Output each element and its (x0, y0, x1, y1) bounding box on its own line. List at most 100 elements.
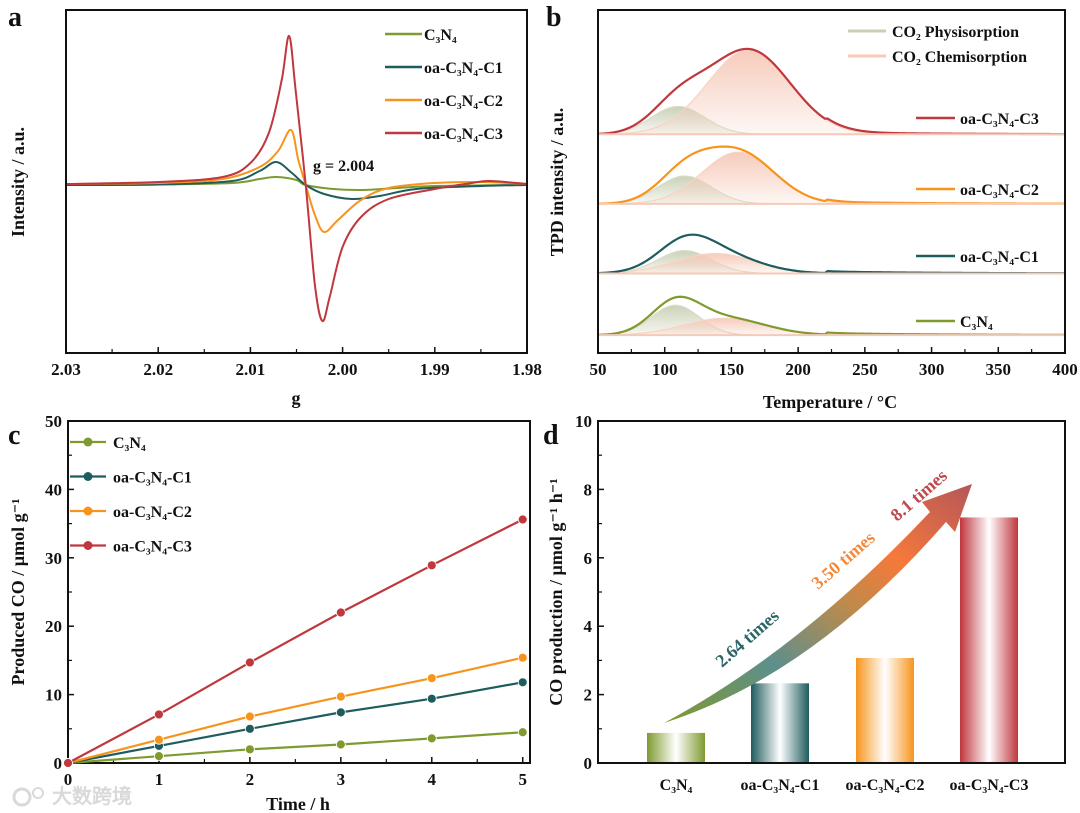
legend-item: oa-C₃N₄-C3 (385, 126, 503, 143)
data-point (335, 707, 346, 718)
legend-marker (83, 472, 93, 481)
x-tick-label: 2.00 (328, 360, 358, 379)
x-axis-title: Temperature / °C (763, 392, 897, 412)
bar-C3N4 (647, 732, 705, 763)
legend-label: oa-C₃N₄-C2 (424, 93, 503, 110)
data-point (517, 652, 528, 663)
panel-label: d (543, 420, 559, 451)
x-axis-title: Time / h (266, 794, 330, 813)
watermark-logo-icon (12, 787, 32, 807)
data-point (335, 691, 346, 702)
data-point (154, 751, 164, 762)
legend-label: C₃N₄ (113, 435, 146, 452)
legend-label: C₃N₄ (424, 27, 457, 44)
data-point (426, 733, 437, 744)
legend-label: oa-C₃N₄-C1 (960, 249, 1039, 266)
x-tick-label: 4 (428, 770, 437, 789)
series-label: oa-C₃N₄-C1 (916, 249, 1039, 266)
legend-label: oa-C₃N₄-C1 (424, 60, 503, 77)
y-tick-label: 0 (584, 754, 593, 773)
y-axis-title: Produced CO / µmol g⁻¹ (8, 499, 28, 686)
series-label: oa-C₃N₄-C2 (916, 182, 1039, 199)
x-tick-label: 1.99 (420, 360, 450, 379)
epr-series-line-C3 (65, 34, 528, 323)
epr-series-line-C2 (65, 129, 528, 234)
y-tick-label: 40 (45, 480, 62, 499)
y-tick-label: 10 (45, 686, 62, 705)
bar-C2 (856, 658, 914, 763)
x-tick-label: 2 (246, 770, 255, 789)
data-point (335, 739, 346, 750)
x-category-label: C₃N₄ (660, 777, 693, 794)
x-tick-label: 2.03 (51, 360, 81, 379)
series-line-C3N4 (67, 731, 523, 765)
series-line-C1 (67, 681, 523, 765)
epr-series-line-C3N4 (65, 175, 528, 192)
x-tick-label: 1.98 (512, 360, 542, 379)
data-point (244, 657, 255, 668)
x-tick-label: 50 (590, 360, 607, 379)
data-point (154, 709, 164, 720)
data-point (244, 711, 255, 722)
legend-item: oa-C₃N₄-C1 (385, 60, 503, 77)
legend-label: oa-C₃N₄-C2 (960, 182, 1039, 199)
legend-item: oa-C₃N₄-C2 (70, 504, 192, 521)
legend-item: oa-C₃N₄-C2 (385, 93, 503, 110)
legend-item: C₃N₄ (70, 435, 146, 452)
data-point (517, 677, 528, 688)
panel-label: c (8, 420, 20, 451)
watermark: 大数跨境 (12, 784, 132, 808)
series-line-C2 (67, 656, 523, 765)
data-point (426, 560, 437, 571)
legend-marker (83, 541, 93, 550)
data-point (63, 758, 73, 768)
x-axis-title: g (292, 388, 301, 408)
legend-marker (83, 506, 93, 516)
legend-item: oa-C₃N₄-C3 (70, 539, 192, 556)
y-tick-label: 4 (584, 617, 593, 636)
x-tick-label: 100 (652, 360, 678, 379)
legend-label: oa-C₃N₄-C3 (113, 539, 192, 556)
y-tick-label: 20 (45, 617, 62, 636)
x-category-label: oa-C₃N₄-C3 (950, 777, 1029, 794)
bar-C3 (960, 517, 1018, 763)
y-tick-label: 6 (584, 549, 593, 568)
legend-item: oa-C₃N₄-C1 (70, 470, 192, 487)
x-tick-label: 5 (518, 770, 527, 789)
series-label: oa-C₃N₄-C3 (916, 111, 1039, 128)
x-tick-label: 2.01 (236, 360, 266, 379)
panel-label: b (546, 2, 562, 33)
data-point (517, 727, 528, 738)
x-tick-label: 300 (919, 360, 945, 379)
panel-d-co-rate-chart: C₃N₄ oa-C₃N₄-C1 oa-C₃N₄-C2 oa-C₃N₄-C3 0 2 4 6 8 1… (546, 412, 1066, 794)
y-axis-title: Intensity / a.u. (8, 127, 28, 237)
x-tick-label: 350 (986, 360, 1012, 379)
x-tick-label: 0 (64, 770, 73, 789)
data-point (517, 514, 528, 525)
panel-a-epr-chart: 2.03 2.02 2.01 2.00 1.99 1.98 g Intensity / a.u… (8, 9, 542, 408)
legend-label: CO₂ Chemisorption (892, 49, 1027, 66)
x-tick-label: 150 (719, 360, 745, 379)
legend-label: CO₂ Physisorption (892, 24, 1019, 41)
legend-item: C₃N₄ (385, 27, 457, 44)
legend-item: CO₂ Physisorption (848, 24, 1019, 41)
y-tick-label: 50 (45, 412, 62, 431)
y-axis-title: TPD intensity / a.u. (547, 108, 567, 257)
data-point (335, 607, 346, 618)
data-point (426, 693, 437, 704)
g-value-annotation: g = 2.004 (313, 158, 374, 175)
x-tick-label: 400 (1052, 360, 1078, 379)
data-point (154, 734, 164, 745)
legend-label: oa-C₃N₄-C1 (113, 470, 192, 487)
y-axis-title: CO production / µmol g⁻¹ h⁻¹ (546, 478, 566, 705)
y-tick-label: 2 (584, 686, 593, 705)
watermark-logo-icon (32, 787, 44, 799)
legend-label: oa-C₃N₄-C3 (424, 126, 503, 143)
legend-label: oa-C₃N₄-C3 (960, 111, 1039, 128)
x-tick-label: 1 (155, 770, 164, 789)
data-point (426, 673, 437, 684)
y-tick-label: 8 (584, 480, 593, 499)
x-tick-label: 2.02 (143, 360, 173, 379)
legend-item: CO₂ Chemisorption (848, 49, 1027, 66)
